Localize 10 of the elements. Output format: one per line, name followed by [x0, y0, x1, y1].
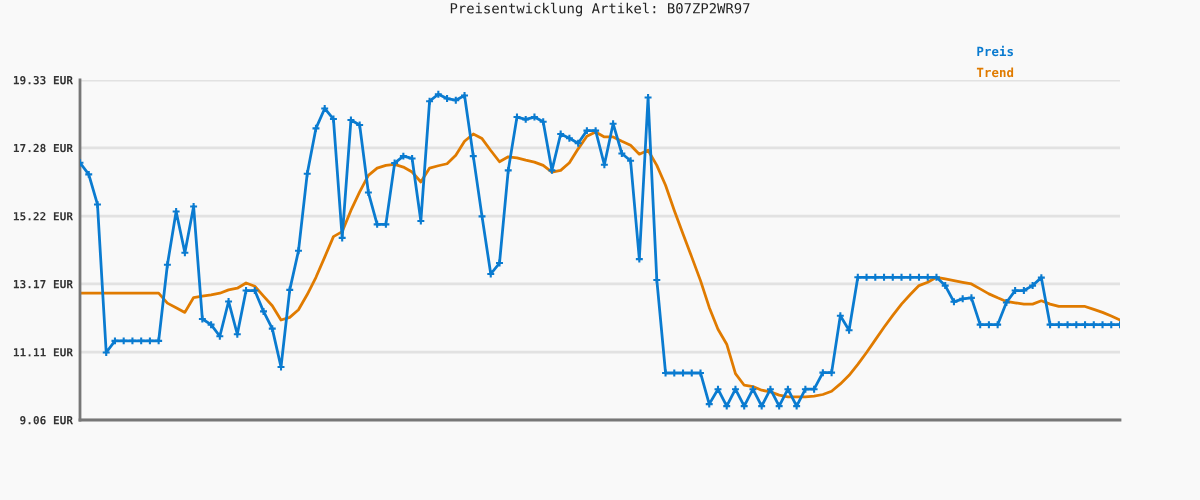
text: Trend: [976, 67, 1014, 78]
y-tick-label: 9.06 EUR: [20, 415, 74, 425]
y-tick-label: 15.22 EUR: [13, 212, 74, 221]
line-series: [80, 130, 1120, 399]
y-tick-label: 17.28 EUR: [13, 143, 74, 153]
text: Preis: [977, 45, 1013, 57]
y-tick-label: 19.33 EUR: [13, 75, 74, 85]
chart-title: Preisentwicklung Artikel: B07ZP2WR97: [450, 2, 750, 17]
y-tick-label: 13.17 EUR: [13, 279, 74, 289]
y-tick-label: 11.11 EUR: [13, 348, 74, 357]
